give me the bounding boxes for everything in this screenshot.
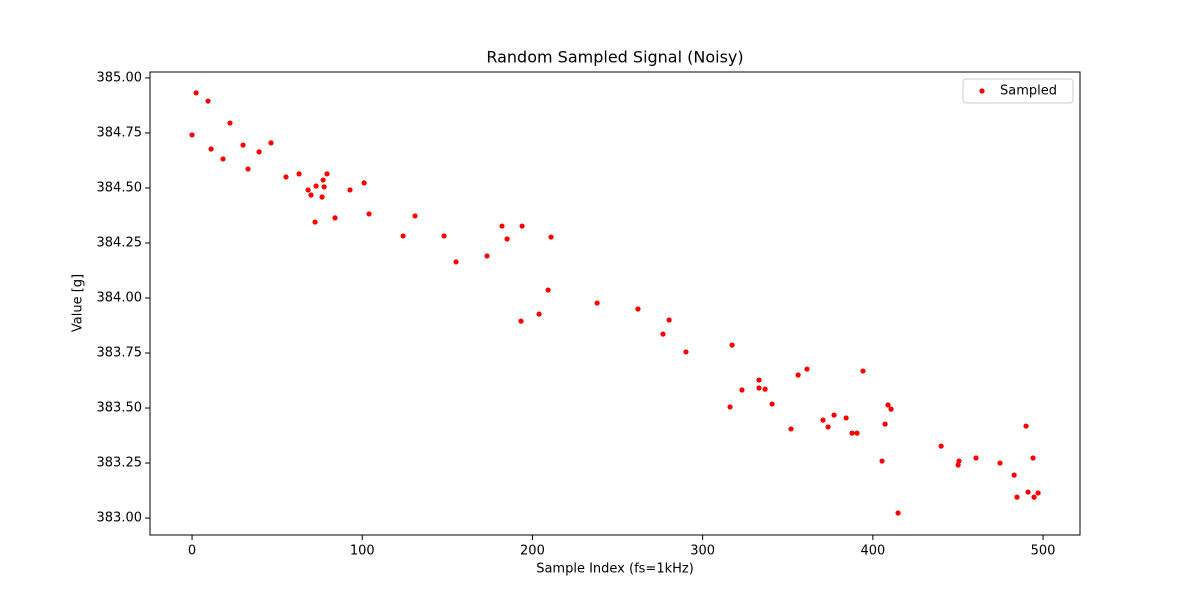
point [536, 311, 542, 317]
point [888, 406, 894, 412]
point [347, 187, 353, 193]
legend-box [962, 78, 1074, 104]
y-tick-label: 384.75 [97, 125, 143, 140]
point [518, 318, 524, 324]
point [820, 417, 826, 423]
point [305, 187, 311, 193]
point [882, 421, 888, 427]
x-tick-label: 500 [1031, 544, 1056, 559]
point [220, 156, 226, 162]
point [319, 194, 325, 200]
point [756, 385, 762, 391]
point [825, 424, 831, 430]
point [788, 426, 794, 432]
x-tick-label: 200 [520, 544, 545, 559]
y-axis-label: Value [g] [71, 274, 86, 332]
point [208, 146, 214, 152]
point [854, 430, 860, 436]
point [997, 460, 1003, 466]
x-axis-label: Sample Index (fs=1kHz) [536, 562, 694, 577]
point [256, 149, 262, 155]
point [729, 342, 735, 348]
point [727, 404, 733, 410]
point [193, 90, 199, 96]
point [795, 372, 801, 378]
plot-frame [149, 71, 1081, 536]
point [268, 140, 274, 146]
point [332, 215, 338, 221]
point [548, 234, 554, 240]
point [885, 402, 891, 408]
point [973, 455, 979, 461]
legend-marker [979, 88, 985, 94]
point [240, 142, 246, 148]
point [245, 166, 251, 172]
y-tick-label: 384.00 [97, 290, 143, 305]
y-tick-label: 383.00 [97, 511, 143, 526]
point [361, 180, 367, 186]
point [895, 510, 901, 516]
point [1023, 423, 1029, 429]
point [308, 192, 314, 198]
point [739, 387, 745, 393]
point [831, 412, 837, 418]
point [453, 259, 459, 265]
y-tick-label: 384.50 [97, 180, 143, 195]
point [296, 171, 302, 177]
point [683, 349, 689, 355]
point [545, 287, 551, 293]
chart-title: Random Sampled Signal (Noisy) [486, 48, 743, 67]
point [312, 219, 318, 225]
point [1031, 494, 1037, 500]
point [499, 223, 505, 229]
point [321, 184, 327, 190]
point [324, 171, 330, 177]
point [804, 366, 810, 372]
y-tick-label: 383.50 [97, 401, 143, 416]
y-tick-label: 384.25 [97, 235, 143, 250]
point [666, 317, 672, 323]
point [1025, 489, 1031, 495]
point [849, 430, 855, 436]
point [313, 183, 319, 189]
y-tick-label: 383.75 [97, 346, 143, 361]
point [635, 306, 641, 312]
point [843, 415, 849, 421]
x-tick-label: 300 [690, 544, 715, 559]
point [412, 213, 418, 219]
point [283, 174, 289, 180]
point [860, 368, 866, 374]
point [879, 458, 885, 464]
point [938, 443, 944, 449]
point [504, 236, 510, 242]
y-tick-label: 385.00 [97, 70, 143, 85]
point [1035, 490, 1041, 496]
point [400, 233, 406, 239]
point [762, 386, 768, 392]
point [441, 233, 447, 239]
point [519, 223, 525, 229]
point [1011, 472, 1017, 478]
point [1030, 455, 1036, 461]
y-tick-label: 383.25 [97, 456, 143, 471]
point [769, 401, 775, 407]
point [594, 300, 600, 306]
point [366, 211, 372, 217]
x-tick-label: 400 [860, 544, 885, 559]
legend-label: Sampled [1000, 84, 1057, 99]
point [320, 177, 326, 183]
point [756, 377, 762, 383]
x-tick-label: 0 [188, 544, 196, 559]
x-tick-label: 100 [350, 544, 375, 559]
point [956, 458, 962, 464]
point [955, 462, 961, 468]
point [227, 120, 233, 126]
point [205, 98, 211, 104]
point [189, 132, 195, 138]
point [1014, 494, 1020, 500]
point [484, 253, 490, 259]
point [660, 331, 666, 337]
